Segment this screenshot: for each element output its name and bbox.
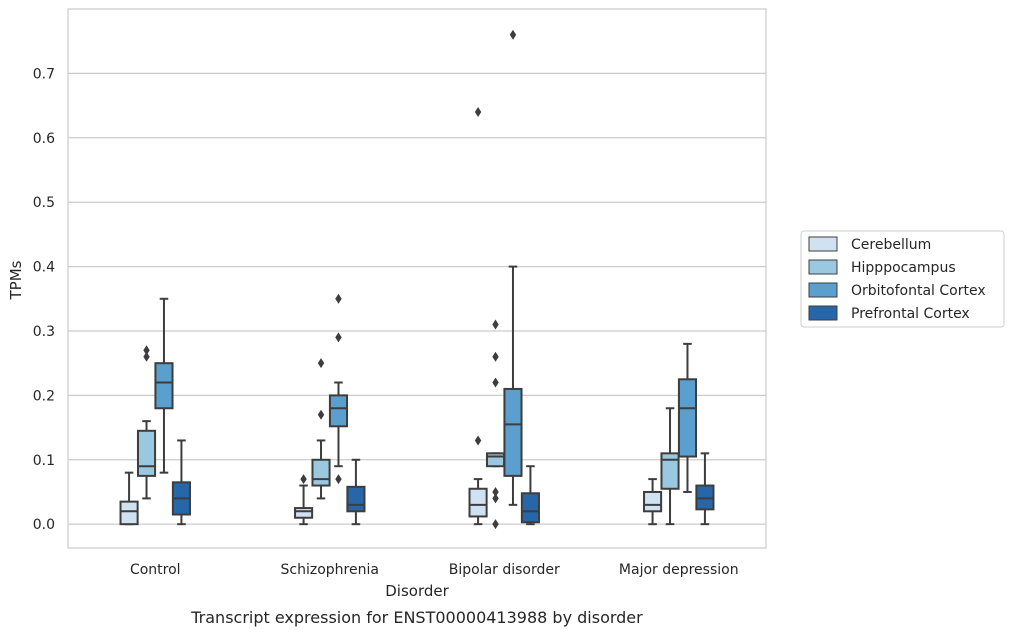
y-tick-labels: 0.0 0.1 0.2 0.3 0.4 0.5 0.6 0.7 (33, 66, 55, 533)
legend-label: Hipppocampus (851, 260, 956, 276)
outlier-point (509, 29, 517, 40)
box-iqr (136, 429, 157, 477)
box-iqr (154, 362, 174, 410)
legend-label: Prefrontal Cortex (851, 306, 970, 322)
outlier-point (492, 319, 499, 330)
box-iqr (503, 387, 523, 477)
box-3-1 (346, 458, 366, 526)
boxes (119, 29, 715, 530)
box-3-2 (520, 465, 540, 526)
box-1-2 (485, 319, 506, 530)
legend-swatch (808, 259, 838, 275)
box-iqr (485, 452, 506, 468)
outlier-point (317, 409, 325, 420)
box-2-0 (154, 297, 174, 474)
box-iqr (468, 487, 488, 518)
outlier-point (335, 332, 342, 343)
outlier-point (492, 493, 499, 504)
x-tick-label: Control (130, 562, 181, 578)
box-2-2 (503, 29, 523, 506)
box-iqr (294, 507, 314, 519)
y-axis-title: TPMs (7, 260, 25, 300)
box-2-1 (328, 293, 349, 485)
box-iqr (660, 452, 680, 490)
y-tick-label: 0.1 (33, 453, 55, 469)
box-2-3 (677, 342, 698, 493)
legend-label: Orbitofontal Cortex (851, 283, 986, 299)
x-tick-label: Bipolar disorder (449, 562, 560, 578)
legend-label: Cerebellum (851, 237, 931, 253)
box-iqr (346, 485, 366, 513)
box-1-1 (311, 358, 331, 500)
chart-caption: Transcript expression for ENST0000041398… (190, 608, 643, 627)
box-3-3 (695, 452, 715, 526)
box-iqr (119, 500, 139, 526)
y-tick-label: 0.4 (33, 260, 55, 276)
box-3-0 (171, 439, 191, 526)
outlier-point (335, 474, 342, 485)
legend: Cerebellum Hipppocampus Orbitofontal Corte… (800, 230, 1005, 328)
box-0-2 (468, 107, 488, 526)
outlier-point (492, 377, 499, 388)
y-tick-label: 0.3 (33, 324, 55, 340)
outlier-point (143, 345, 150, 356)
outlier-point (300, 474, 307, 485)
outlier-point (474, 435, 482, 446)
box-iqr (520, 492, 540, 524)
legend-swatch (808, 305, 838, 321)
box-0-0 (119, 471, 139, 526)
outlier-point (492, 486, 499, 497)
box-0-3 (643, 478, 663, 526)
y-tick-label: 0.5 (33, 195, 55, 211)
y-tick-label: 0.7 (33, 66, 55, 82)
x-tick-label: Major depression (619, 562, 739, 578)
y-tick-label: 0.0 (33, 517, 55, 533)
legend-frame (800, 230, 1005, 328)
box-1-3 (660, 407, 680, 526)
gridlines (68, 72, 766, 525)
box-0-1 (294, 474, 314, 526)
box-iqr (677, 378, 698, 458)
x-tick-labels: Control Schizophrenia Bipolar disorder Majo… (130, 562, 739, 578)
outlier-point (474, 107, 482, 118)
y-tick-label: 0.2 (33, 388, 55, 404)
outlier-point (143, 351, 150, 362)
y-tick-label: 0.6 (33, 131, 55, 147)
x-axis-title: Disorder (385, 582, 449, 600)
box-1-0 (136, 345, 157, 500)
legend-swatch (808, 236, 838, 252)
outlier-point (492, 351, 499, 362)
legend-swatch (808, 282, 838, 298)
box-iqr (328, 394, 349, 428)
box-iqr (311, 458, 331, 487)
plot-frame (67, 8, 767, 549)
outlier-point (492, 519, 499, 530)
x-tick-label: Schizophrenia (281, 562, 379, 578)
outlier-point (317, 358, 325, 369)
outlier-point (335, 293, 342, 304)
box-iqr (643, 490, 663, 513)
